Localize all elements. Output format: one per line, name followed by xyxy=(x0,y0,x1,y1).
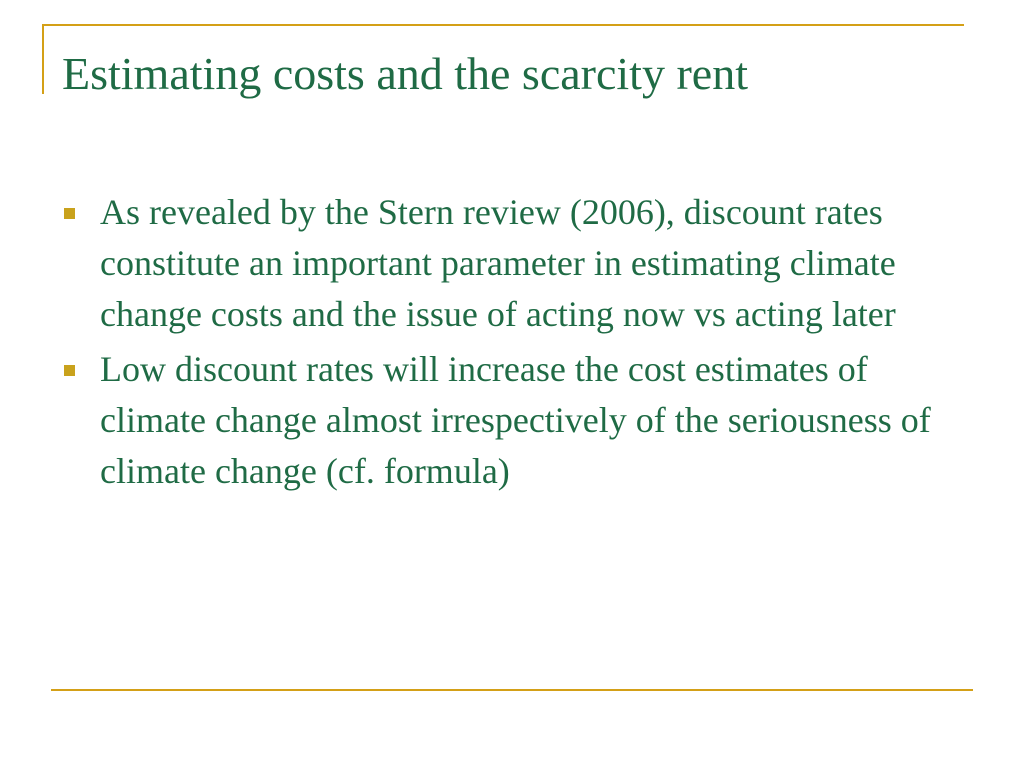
square-bullet-icon xyxy=(64,365,75,376)
bullet-text: As revealed by the Stern review (2006), … xyxy=(100,192,896,334)
bullet-item: Low discount rates will increase the cos… xyxy=(62,344,962,497)
bullet-item: As revealed by the Stern review (2006), … xyxy=(62,187,962,340)
bullet-list: As revealed by the Stern review (2006), … xyxy=(62,187,962,501)
bullet-text: Low discount rates will increase the cos… xyxy=(100,349,931,491)
slide-title: Estimating costs and the scarcity rent xyxy=(62,48,748,99)
frame-top-line xyxy=(42,24,964,26)
square-bullet-icon xyxy=(64,208,75,219)
frame-left-line xyxy=(42,24,44,94)
frame-bottom-line xyxy=(51,689,973,691)
